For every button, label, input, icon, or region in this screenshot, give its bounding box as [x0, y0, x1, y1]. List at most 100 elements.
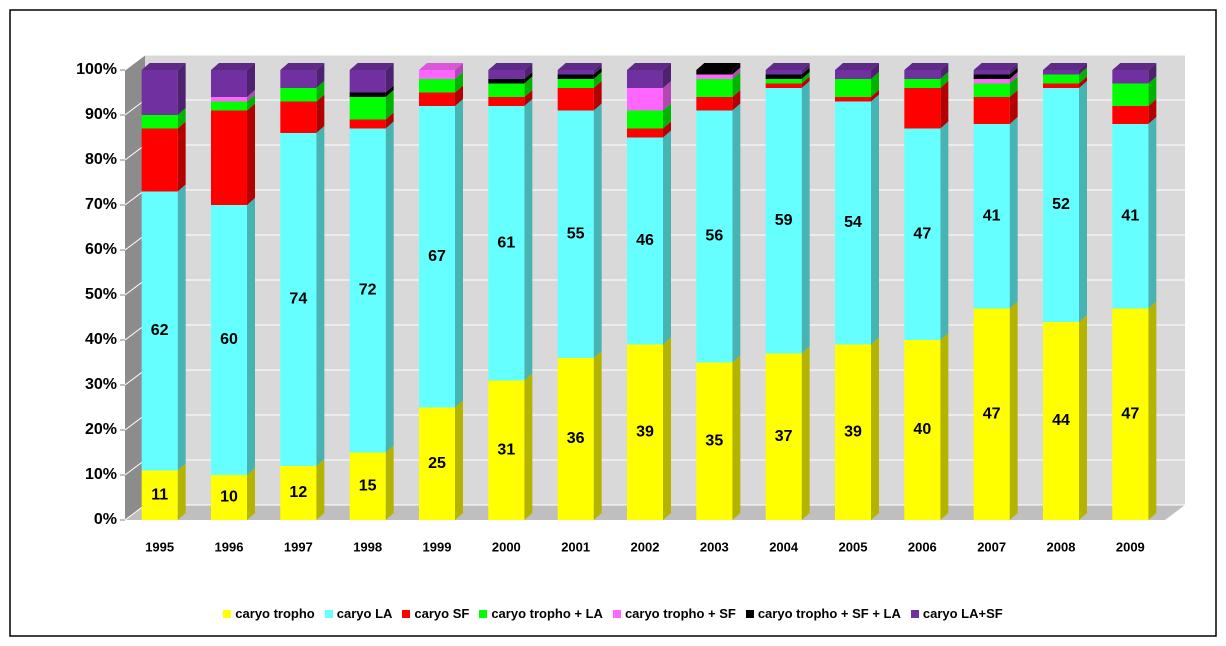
bar [141, 115, 178, 129]
bar [557, 74, 594, 79]
bar-side [455, 72, 463, 93]
bar-side [871, 63, 879, 79]
bar-side [247, 198, 255, 475]
bar [349, 97, 386, 120]
data-label: 41 [1121, 207, 1139, 224]
bar-top [280, 63, 325, 70]
data-label: 67 [428, 248, 446, 265]
bar [419, 79, 455, 93]
data-label: 11 [151, 486, 168, 503]
bar-side [1079, 63, 1087, 75]
bar [904, 88, 941, 129]
x-tick-label: 2001 [561, 539, 590, 554]
data-label: 35 [705, 432, 723, 449]
bar-side [1009, 67, 1018, 79]
bar [211, 205, 247, 475]
bar-top [835, 63, 879, 70]
legend-label: caryo tropho + SF + LA [757, 606, 901, 621]
legend-swatch [324, 609, 333, 618]
bar-side [524, 63, 533, 79]
legend-swatch [402, 609, 411, 618]
bar-side [940, 72, 949, 88]
bar-side [871, 94, 879, 345]
bar-top [349, 63, 394, 70]
bar [280, 466, 317, 520]
bar [696, 74, 733, 79]
bar-side [177, 108, 186, 129]
bar-side [732, 90, 741, 111]
data-label: 47 [913, 225, 931, 242]
bar-side [385, 121, 394, 453]
bar [557, 70, 594, 75]
bar [835, 344, 871, 520]
legend-label: caryo tropho + LA [491, 606, 603, 621]
bar [765, 353, 802, 520]
bar [765, 88, 802, 354]
bar-side [1148, 117, 1157, 309]
x-tick-label: 2005 [839, 539, 868, 554]
bar [835, 97, 871, 102]
x-tick-label: 1996 [215, 539, 244, 554]
bar [973, 83, 1010, 97]
bar [1112, 70, 1149, 84]
legend: caryo tropho caryo LA caryo SF caryo tropho… [0, 606, 1226, 621]
bar-side [593, 67, 602, 79]
y-tick-label: 60% [85, 241, 117, 258]
bar-top [627, 63, 671, 70]
bar-side [385, 90, 394, 120]
bar [696, 79, 733, 97]
data-label: 15 [359, 477, 377, 494]
bar-top [696, 63, 741, 70]
bar-side [1009, 301, 1018, 520]
x-tick-label: 1997 [284, 539, 313, 554]
data-label: 59 [775, 212, 793, 229]
bar [1043, 70, 1079, 75]
legend-swatch [223, 609, 232, 618]
y-tick-label: 70% [85, 196, 117, 213]
data-label: 61 [497, 234, 515, 251]
bar-side [1009, 117, 1018, 309]
bar [696, 362, 733, 520]
bar [904, 128, 941, 340]
bar-side [524, 373, 533, 520]
legend-label: caryo LA [336, 606, 393, 621]
legend-label: caryo tropho + SF [624, 606, 736, 621]
bar [904, 79, 941, 88]
bar-side [801, 63, 810, 75]
bar [696, 97, 733, 111]
bar-side [316, 459, 325, 520]
legend-item: caryo tropho + SF + LA [745, 606, 901, 621]
bar [973, 70, 1010, 75]
x-tick-label: 1998 [353, 539, 382, 554]
bar-side [940, 121, 949, 340]
bar [419, 92, 455, 106]
bar [349, 119, 386, 129]
bar-top [1112, 63, 1157, 70]
bar-side [455, 400, 463, 520]
legend-swatch [910, 609, 919, 618]
x-tick-label: 2006 [908, 539, 937, 554]
bar-side [871, 337, 879, 520]
bar-side [732, 103, 741, 363]
bar-side [177, 463, 186, 520]
bar [973, 74, 1010, 79]
data-label: 39 [636, 423, 654, 440]
bar-side [247, 94, 255, 111]
bar-side [593, 81, 602, 111]
bar [419, 106, 455, 408]
bar [488, 97, 525, 106]
data-label: 12 [289, 484, 307, 501]
bar [141, 128, 178, 192]
grid-line [124, 54, 1185, 71]
bar [765, 79, 802, 84]
bar-side [593, 63, 602, 75]
x-tick-label: 2007 [977, 539, 1006, 554]
bar-side [247, 90, 255, 102]
bar [904, 70, 941, 79]
bar-side [1079, 67, 1087, 84]
y-tick-label: 50% [85, 286, 117, 303]
bar [1112, 124, 1149, 309]
bar-side [177, 63, 186, 115]
bar-side [316, 81, 325, 102]
bar-side [593, 72, 602, 88]
